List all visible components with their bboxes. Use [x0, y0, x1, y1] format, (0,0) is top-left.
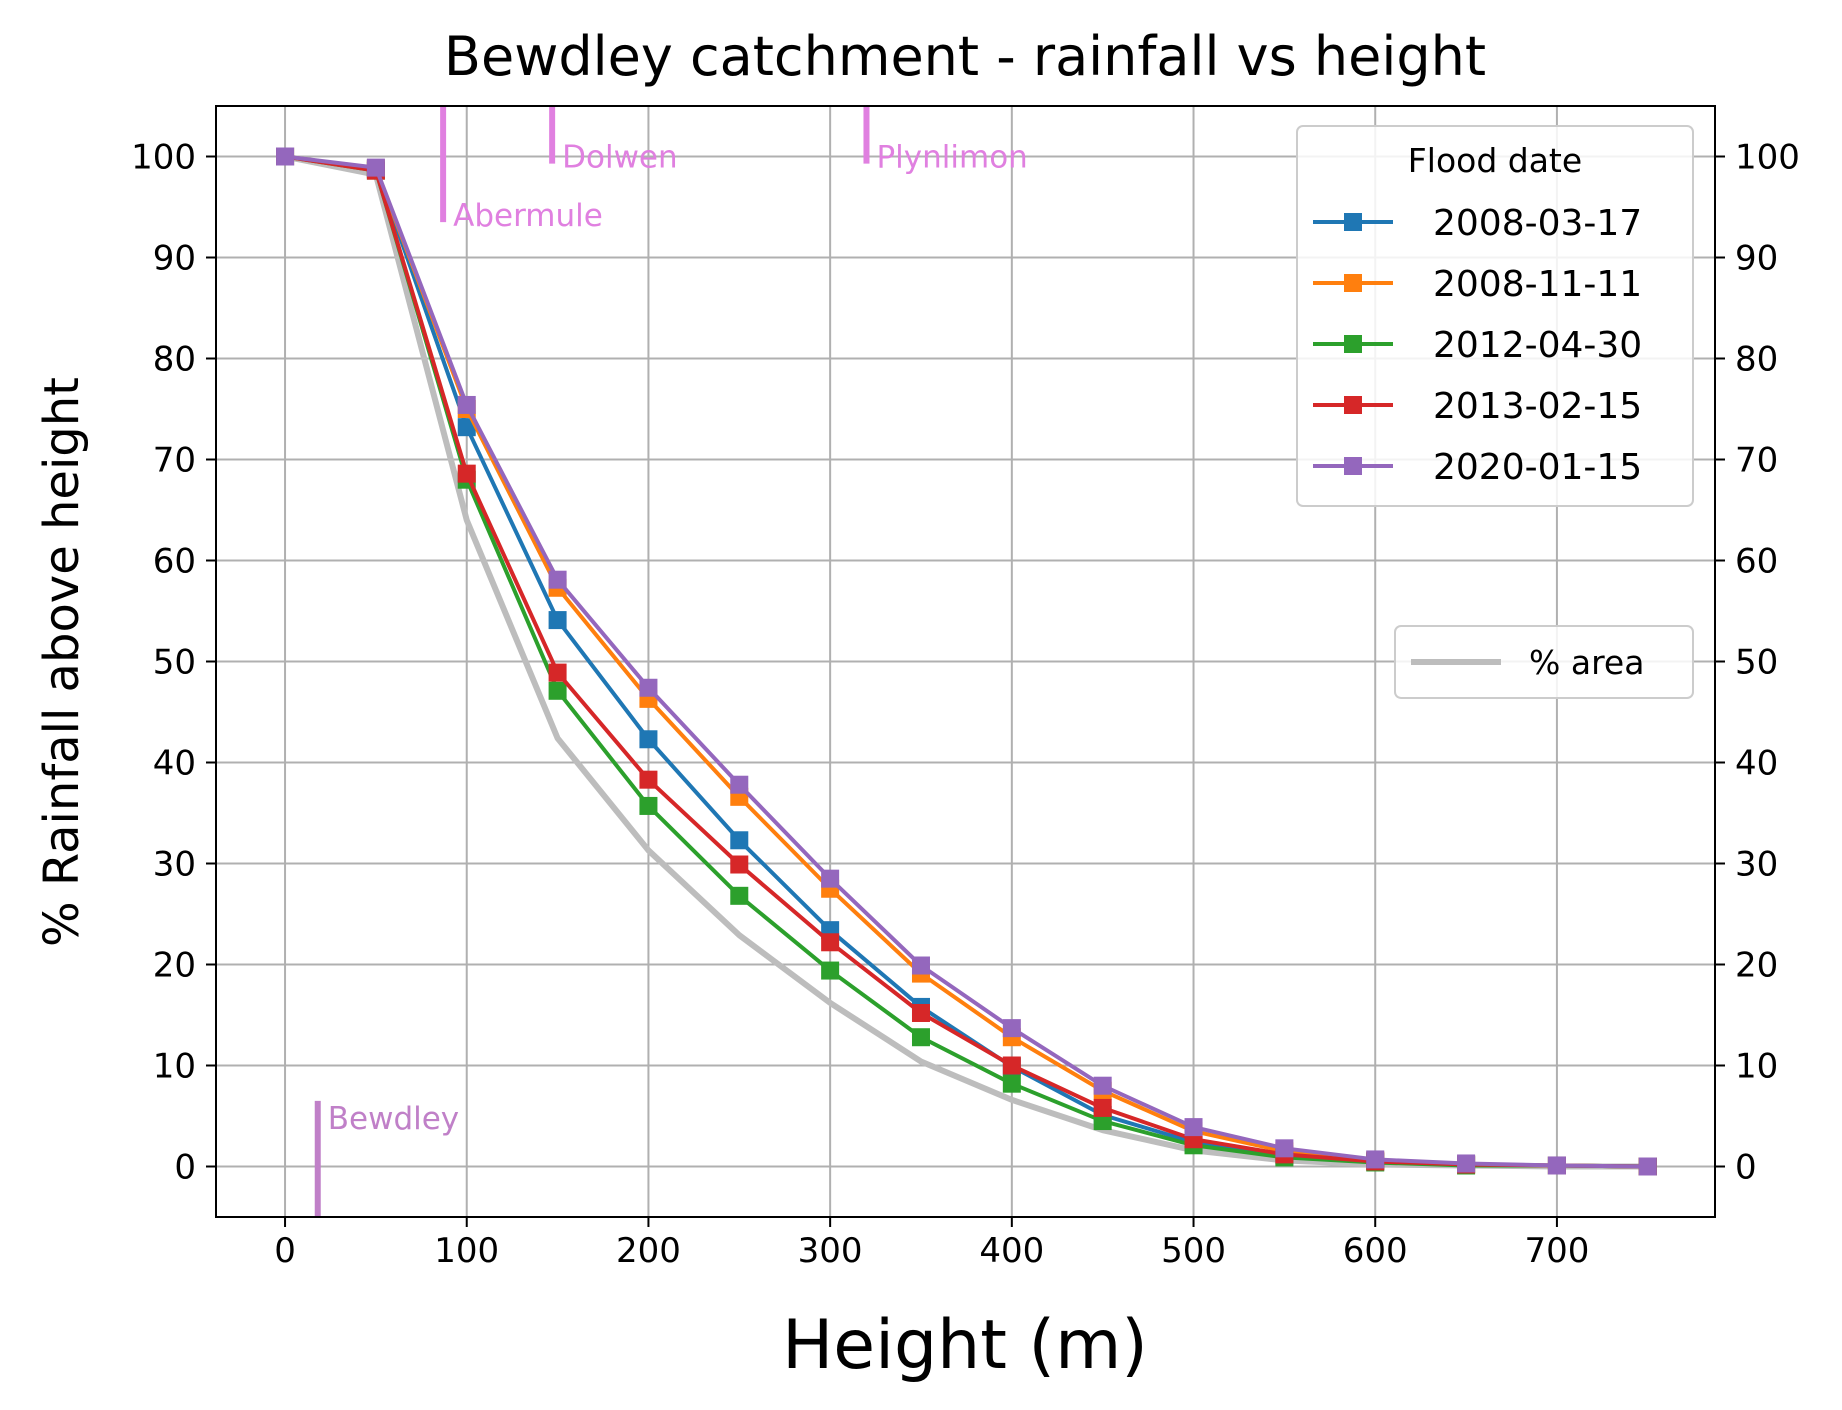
series-point	[821, 961, 840, 980]
series-point	[1275, 1139, 1294, 1158]
y-tick-label-right: 40	[1735, 744, 1778, 784]
location-label-bewdley: Bewdley	[328, 1101, 459, 1137]
series-point	[276, 147, 295, 166]
legend-title: Flood date	[1408, 141, 1582, 180]
legend-swatch-marker	[1344, 213, 1362, 231]
location-label-abermule: Abermule	[453, 198, 603, 234]
y-tick-label-right: 60	[1735, 542, 1778, 582]
series-point	[821, 933, 840, 952]
y-tick-label-right: 100	[1735, 138, 1800, 178]
x-tick-label: 200	[616, 1231, 681, 1271]
annotation-layer: Bewdley Abermule Dolwen Plynlimon	[314, 106, 1028, 1217]
series-point	[639, 796, 658, 815]
series-point	[911, 956, 930, 975]
chart-title: Bewdley catchment - rainfall vs height	[444, 25, 1486, 88]
series-point	[639, 678, 658, 697]
legend-swatch-marker	[1344, 457, 1362, 475]
x-axis-label: Height (m)	[782, 1306, 1148, 1385]
series-point	[639, 770, 658, 789]
series-point	[548, 663, 567, 682]
area-legend-label: % area	[1529, 643, 1644, 682]
y-tick-label-left: 50	[153, 643, 196, 683]
series-point	[457, 418, 476, 437]
y-tick-label-right: 80	[1735, 340, 1778, 380]
legend-entry-label: 2008-11-11	[1433, 264, 1642, 305]
series-point	[1547, 1156, 1566, 1175]
y-tick-label-right: 0	[1735, 1148, 1757, 1188]
series-point	[730, 855, 749, 874]
y-tick-label-right: 50	[1735, 643, 1778, 683]
y-tick-label-left: 80	[153, 340, 196, 380]
location-label-dolwen: Dolwen	[562, 140, 678, 176]
y-tick-label-left: 10	[153, 1047, 196, 1087]
series-point	[1093, 1098, 1112, 1117]
y-tick-label-left: 30	[153, 845, 196, 885]
series-point	[366, 158, 385, 177]
x-tick-label: 400	[979, 1231, 1044, 1271]
legend-entry-label: 2012-04-30	[1433, 325, 1642, 366]
series-point	[730, 831, 749, 850]
series-point	[1002, 1019, 1021, 1038]
series-point	[911, 1003, 930, 1022]
y-tick-label-left: 0	[174, 1148, 196, 1188]
axis-layer: 0 100 200 300 400 500 600 700 0 0 10 10 20 20 30 30 40 40…	[131, 138, 1800, 1272]
legend-box	[1296, 125, 1694, 507]
series-point	[911, 1028, 930, 1047]
legend-entry-label: 2008-03-17	[1433, 203, 1642, 244]
y-tick-label-left: 100	[131, 138, 196, 178]
series-point	[548, 681, 567, 700]
x-tick-label: 600	[1343, 1231, 1408, 1271]
legend-entry-label: 2020-01-15	[1433, 447, 1642, 488]
y-tick-label-left: 40	[153, 744, 196, 784]
series-point	[730, 886, 749, 905]
series-point	[457, 464, 476, 483]
x-tick-label: 300	[798, 1231, 863, 1271]
y-tick-label-right: 30	[1735, 845, 1778, 885]
series-point	[1184, 1118, 1203, 1137]
legend-swatch-marker	[1344, 274, 1362, 292]
y-axis-label: % Rainfall above height	[34, 377, 90, 947]
x-tick-label: 700	[1524, 1231, 1589, 1271]
legend-swatch-marker	[1344, 396, 1362, 414]
location-label-plynlimon: Plynlimon	[876, 140, 1027, 176]
series-point	[457, 395, 476, 414]
series-point	[548, 570, 567, 589]
x-tick-label: 500	[1161, 1231, 1226, 1271]
series-point	[1093, 1076, 1112, 1095]
y-tick-label-left: 70	[153, 441, 196, 481]
x-tick-label: 0	[274, 1231, 296, 1271]
y-tick-label-left: 20	[153, 946, 196, 986]
series-layer	[276, 147, 1657, 1176]
series-line-2020-01-15	[284, 154, 1648, 1169]
y-tick-label-left: 60	[153, 542, 196, 582]
x-tick-label: 100	[434, 1231, 499, 1271]
y-tick-label-left: 90	[153, 239, 196, 279]
legend-layer: Flood date 2008-03-17 2008-11-11 2012-04-30…	[1296, 125, 1694, 507]
y-tick-label-right: 20	[1735, 946, 1778, 986]
area-legend-layer: % area	[1394, 625, 1694, 699]
legend-swatch-marker	[1344, 335, 1362, 353]
y-tick-label-right: 90	[1735, 239, 1778, 279]
series-point	[1366, 1150, 1385, 1169]
series-point	[548, 611, 567, 630]
y-tick-label-right: 10	[1735, 1047, 1778, 1087]
series-point	[1002, 1074, 1021, 1093]
area-legend-box	[1394, 625, 1694, 699]
series-point	[821, 869, 840, 888]
series-point	[1002, 1056, 1021, 1075]
series-point	[639, 730, 658, 749]
series-point	[1638, 1157, 1657, 1176]
y-tick-label-right: 70	[1735, 441, 1778, 481]
series-point	[1457, 1154, 1476, 1173]
series-point	[730, 775, 749, 794]
legend-entry-label: 2013-02-15	[1433, 386, 1642, 427]
